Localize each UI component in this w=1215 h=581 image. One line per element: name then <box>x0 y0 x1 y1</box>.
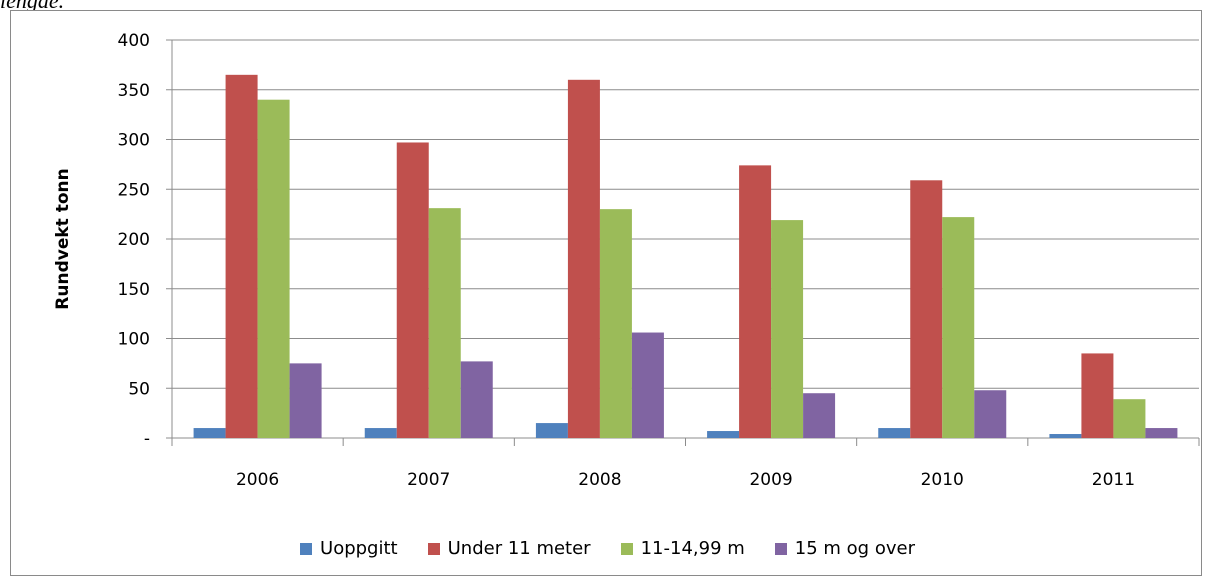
bar-under-11-meter-2010 <box>910 180 943 439</box>
y-tick-label: 300 <box>118 131 150 151</box>
bar-uoppgitt-2011 <box>1049 434 1082 438</box>
y-tick-label: 150 <box>118 280 150 300</box>
y-tick-label: 100 <box>118 330 150 350</box>
bar-uoppgitt-2007 <box>364 428 397 438</box>
y-tick-label: 200 <box>118 230 150 250</box>
legend-swatch <box>427 542 440 555</box>
legend-label: Under 11 meter <box>447 538 591 559</box>
y-axis-title: Rundvekt tonn <box>53 168 73 309</box>
legend-label: 15 m og over <box>794 538 915 559</box>
bar-11-14-99-m-2011 <box>1113 399 1146 438</box>
chart-legend: Uoppgitt Under 11 meter 11-14,99 m 15 m og … <box>0 538 1215 559</box>
bar-15-m-og-over-2010 <box>974 390 1007 438</box>
legend-item: Uoppgitt <box>300 538 398 559</box>
y-tick-label: 400 <box>118 31 150 51</box>
legend-swatch <box>300 542 313 555</box>
legend-item: 15 m og over <box>774 538 915 559</box>
x-tick-label: 2011 <box>1092 470 1135 490</box>
x-tick-label: 2006 <box>236 470 279 490</box>
bar-15-m-og-over-2011 <box>1145 428 1178 438</box>
caption-fragment: lengde. <box>0 0 65 13</box>
y-tick-label: - <box>144 429 150 449</box>
bar-15-m-og-over-2007 <box>460 361 493 438</box>
y-tick-label: 350 <box>118 81 150 101</box>
bar-11-14-99-m-2006 <box>257 99 290 438</box>
bar-11-14-99-m-2010 <box>942 217 975 438</box>
y-tick-label: 50 <box>128 379 150 399</box>
bar-11-14-99-m-2007 <box>428 208 461 438</box>
y-tick-label: 250 <box>118 180 150 200</box>
x-tick-label: 2008 <box>578 470 621 490</box>
bar-15-m-og-over-2006 <box>289 363 322 438</box>
x-tick-label: 2007 <box>407 470 450 490</box>
bar-11-14-99-m-2009 <box>771 220 804 438</box>
legend-item: Under 11 meter <box>427 538 591 559</box>
bar-under-11-meter-2011 <box>1081 353 1114 438</box>
bar-under-11-meter-2006 <box>225 74 258 438</box>
x-tick-label: 2010 <box>921 470 964 490</box>
bar-uoppgitt-2009 <box>707 431 740 438</box>
x-tick-label: 2009 <box>749 470 792 490</box>
bar-15-m-og-over-2008 <box>631 332 664 438</box>
bar-uoppgitt-2008 <box>535 423 568 438</box>
bar-under-11-meter-2009 <box>739 165 772 438</box>
legend-swatch <box>774 542 787 555</box>
legend-label: 11-14,99 m <box>640 538 745 559</box>
legend-item: 11-14,99 m <box>620 538 745 559</box>
bar-15-m-og-over-2009 <box>803 393 836 438</box>
legend-swatch <box>620 542 633 555</box>
bar-under-11-meter-2008 <box>567 79 600 439</box>
bar-uoppgitt-2006 <box>193 428 226 438</box>
bar-uoppgitt-2010 <box>878 428 911 438</box>
legend-label: Uoppgitt <box>320 538 398 559</box>
bar-11-14-99-m-2008 <box>599 209 632 438</box>
bar-under-11-meter-2007 <box>396 142 429 439</box>
